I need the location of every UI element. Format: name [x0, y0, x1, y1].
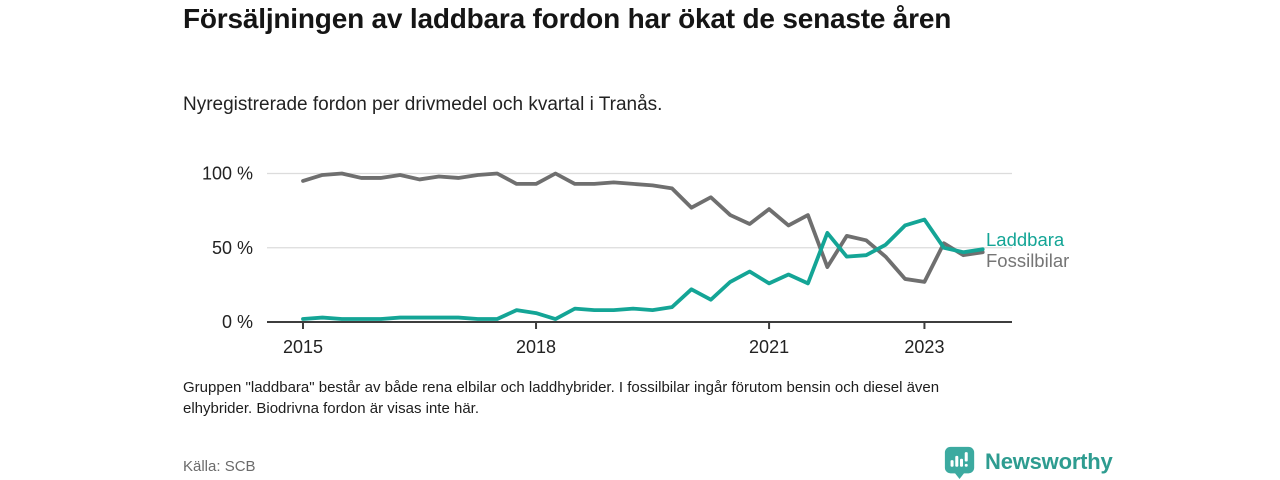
- source-label: Källa: SCB: [183, 458, 256, 475]
- newsworthy-logo: Newsworthy: [943, 444, 1113, 480]
- chart-subtitle: Nyregistrerade fordon per drivmedel och …: [183, 94, 663, 115]
- legend-label-fossilbilar: Fossilbilar: [986, 250, 1070, 271]
- newsworthy-logo-icon: [944, 446, 975, 479]
- footnote-line-1: Gruppen "laddbara" består av både rena e…: [183, 379, 940, 396]
- newsworthy-logo-text: Newsworthy: [985, 449, 1113, 474]
- chart-footnote: Gruppen "laddbara" består av både rena e…: [183, 378, 1063, 419]
- svg-text:50 %: 50 %: [212, 238, 253, 258]
- page-title: Försäljningen av laddbara fordon har öka…: [183, 3, 952, 34]
- svg-text:2015: 2015: [283, 337, 323, 357]
- footnote-line-2: elhybrider. Biodrivna fordon är visas in…: [183, 399, 479, 417]
- svg-text:2023: 2023: [904, 337, 944, 357]
- legend-label-laddbara: Laddbara: [986, 229, 1065, 250]
- svg-text:0 %: 0 %: [222, 312, 253, 332]
- svg-text:2018: 2018: [516, 337, 556, 357]
- svg-text:100 %: 100 %: [202, 164, 253, 184]
- svg-text:2021: 2021: [749, 337, 789, 357]
